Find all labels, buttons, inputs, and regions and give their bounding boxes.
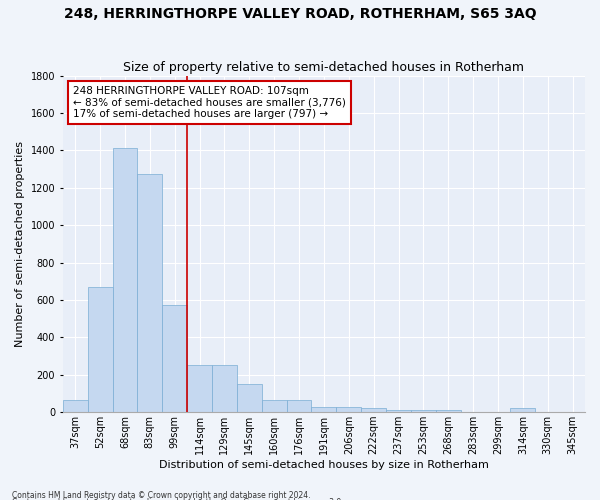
Bar <box>237 384 262 412</box>
Bar <box>187 366 212 412</box>
Bar <box>386 410 411 412</box>
Bar <box>113 148 137 412</box>
Bar <box>411 410 436 412</box>
Text: 248, HERRINGTHORPE VALLEY ROAD, ROTHERHAM, S65 3AQ: 248, HERRINGTHORPE VALLEY ROAD, ROTHERHA… <box>64 8 536 22</box>
Text: 248 HERRINGTHORPE VALLEY ROAD: 107sqm
← 83% of semi-detached houses are smaller : 248 HERRINGTHORPE VALLEY ROAD: 107sqm ← … <box>73 86 346 119</box>
Bar <box>63 400 88 412</box>
Bar <box>361 408 386 412</box>
Y-axis label: Number of semi-detached properties: Number of semi-detached properties <box>15 141 25 347</box>
Bar <box>511 408 535 412</box>
Bar <box>262 400 287 412</box>
Title: Size of property relative to semi-detached houses in Rotherham: Size of property relative to semi-detach… <box>124 62 524 74</box>
X-axis label: Distribution of semi-detached houses by size in Rotherham: Distribution of semi-detached houses by … <box>159 460 489 470</box>
Bar <box>436 410 461 412</box>
Bar <box>162 304 187 412</box>
Bar <box>137 174 162 412</box>
Text: Contains public sector information licensed under the Open Government Licence v3: Contains public sector information licen… <box>12 498 344 500</box>
Text: Contains HM Land Registry data © Crown copyright and database right 2024.: Contains HM Land Registry data © Crown c… <box>12 490 311 500</box>
Bar <box>287 400 311 412</box>
Bar <box>88 287 113 412</box>
Bar <box>337 406 361 412</box>
Bar <box>212 366 237 412</box>
Bar <box>311 406 337 412</box>
